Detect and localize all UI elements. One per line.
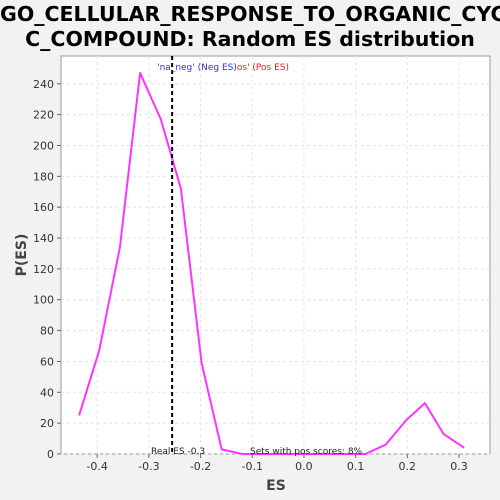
axes: 0 20 40 60 80 100 120 140 160 180 200 220 240 -0.4 -0.…: [33, 78, 468, 473]
y-tick-label: 220: [33, 109, 54, 122]
real-es-label: Real ES -0.3: [151, 447, 205, 457]
y-tick-label: 20: [40, 417, 54, 430]
y-tick-label: 140: [33, 232, 54, 245]
series-layer: [78, 72, 465, 455]
y-tick-label: 120: [33, 263, 54, 276]
y-tick-label: 0: [47, 448, 54, 461]
pos-scores-label: Sets with pos scores: 8%: [250, 447, 363, 457]
x-axis-label: ES: [266, 478, 286, 494]
chart-title-line-2: C_COMPOUND: Random ES distribution: [25, 27, 475, 51]
series-line: [78, 72, 465, 455]
y-tick-label: 80: [40, 325, 54, 338]
legend: 'na_neg' (Neg ES)os' (Pos ES): [157, 63, 289, 73]
chart-title-line-1: GO_CELLULAR_RESPONSE_TO_ORGANIC_CYCLI: [0, 2, 500, 26]
y-tick-label: 240: [33, 78, 54, 91]
x-tick-label: -0.4: [86, 460, 107, 473]
plot-area: [60, 55, 491, 455]
y-tick-label: 100: [33, 294, 54, 307]
x-tick-label: 0.0: [295, 460, 313, 473]
legend-item-neg: 'na_neg' (Neg ES): [157, 63, 237, 73]
grid: [61, 56, 490, 455]
x-tick-label: 0.2: [399, 460, 417, 473]
svg-text:'na_neg' (Neg ES)os' (Pos ES): 'na_neg' (Neg ES)os' (Pos ES): [157, 63, 289, 73]
x-tick-label: 0.3: [450, 460, 468, 473]
chart-title: GO_CELLULAR_RESPONSE_TO_ORGANIC_CYCLI C_…: [0, 2, 500, 52]
x-tick-label: 0.1: [347, 460, 365, 473]
y-tick-label: 60: [40, 355, 54, 368]
y-tick-label: 200: [33, 139, 54, 152]
y-axis-label: P(ES): [14, 234, 30, 277]
y-tick-label: 180: [33, 170, 54, 183]
x-tick-label: -0.2: [190, 460, 211, 473]
y-tick-label: 160: [33, 201, 54, 214]
legend-item-pos: os' (Pos ES): [237, 63, 289, 73]
y-tick-label: 40: [40, 386, 54, 399]
x-tick-label: -0.1: [242, 460, 263, 473]
x-tick-label: -0.3: [138, 460, 159, 473]
